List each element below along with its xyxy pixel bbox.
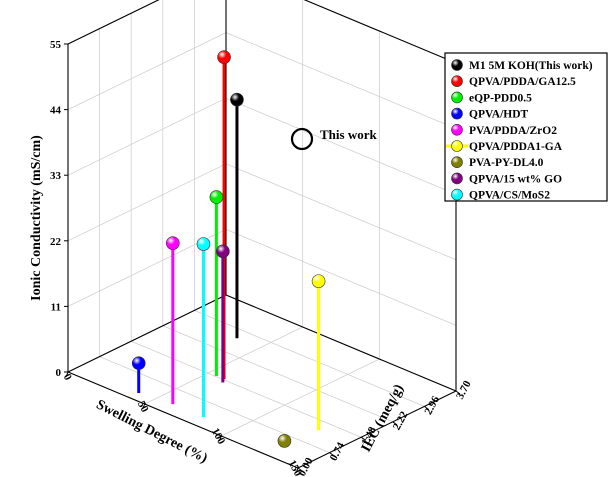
plot-frame	[64, 0, 461, 474]
data-point	[209, 190, 224, 204]
legend-box	[444, 52, 608, 202]
x-tick-mark	[218, 435, 222, 442]
z-tick-label: 55	[50, 39, 62, 51]
z-axis-title: Ionic Conductivity (mS/cm)	[29, 135, 44, 301]
legend-label: QPVA/CS/MoS2	[469, 190, 550, 202]
x-tick-mark	[295, 467, 299, 474]
grid-line-z-left	[67, 97, 227, 176]
grid-line-y-floor	[162, 325, 393, 423]
legend-marker	[451, 172, 463, 185]
left-pane	[68, 0, 226, 372]
data-point	[216, 244, 230, 259]
legend-label: QPVA/HDT	[469, 109, 529, 121]
legend-marker	[451, 188, 463, 201]
data-point	[217, 50, 231, 64]
legend-label: PVA-PY-DL4.0	[469, 157, 544, 169]
data-point	[131, 356, 146, 371]
y-tick-label: 3.70	[454, 378, 474, 401]
legend-marker	[451, 91, 463, 104]
legend-marker	[451, 124, 463, 136]
data-point	[311, 274, 326, 288]
legend-label: PVA/PDDA/ZrO2	[469, 125, 557, 137]
z-tick-label: 11	[51, 301, 61, 313]
annotation-ring	[290, 127, 314, 151]
y-tick-mark	[360, 436, 366, 441]
x-tick-label: 0	[61, 372, 74, 383]
y-tick-mark	[455, 390, 461, 395]
grid-line-z-back	[225, 32, 457, 129]
top-edge	[67, 0, 160, 45]
legend-marker	[451, 140, 463, 152]
grid-line-z-left	[67, 163, 227, 242]
legend-marker	[451, 75, 463, 87]
legend: M1 5M KOH(This work) QPVA/PDDA/GA12.5 eQP-…	[444, 52, 608, 202]
data-marks	[131, 50, 326, 448]
legend-marker	[451, 156, 463, 168]
grid-line-x-floor	[221, 358, 380, 437]
data-point	[166, 236, 180, 250]
grid-line-y-floor	[131, 340, 362, 438]
annotation-group: This work	[290, 127, 377, 151]
legend-marker	[451, 107, 463, 120]
legend-marker	[451, 59, 463, 71]
grid-line-z-back	[225, 163, 457, 261]
floor-edge	[67, 294, 227, 373]
legend-label: QPVA/15 wt% GO	[469, 173, 562, 185]
x-axis-line	[67, 371, 299, 469]
legend-label: QPVA/PDDA1-GA	[469, 141, 563, 153]
z-tick-label: 0	[56, 367, 62, 379]
data-point	[196, 237, 211, 251]
annotation-text: This work	[320, 127, 377, 142]
grid-line-z-back	[225, 97, 457, 195]
back-pane	[226, 0, 456, 391]
x-tick-mark	[65, 371, 69, 378]
y-tick-mark	[392, 421, 398, 426]
grid-line-z-left	[67, 32, 227, 110]
top-edge	[303, 0, 457, 64]
y-tick-mark	[329, 452, 334, 457]
z-tick-label: 22	[50, 236, 62, 248]
x-tick-mark	[142, 403, 146, 410]
legend-label: eQP-PDD0.5	[469, 92, 532, 104]
floor-pane	[68, 295, 456, 468]
y-tick-mark	[297, 467, 303, 472]
data-point	[277, 434, 292, 448]
data-point	[230, 92, 244, 107]
y-axis-line	[297, 390, 457, 469]
grid-line-z-back	[225, 229, 457, 326]
floor-edge	[225, 294, 457, 392]
z-tick-label: 44	[50, 105, 62, 117]
z-tick-label: 33	[50, 170, 62, 182]
y-tick-mark	[424, 405, 429, 410]
legend-label: QPVA/PDDA/GA12.5	[469, 76, 576, 88]
x-tick-label: 150	[286, 458, 305, 477]
legend-label: M1 5M KOH(This work)	[469, 60, 593, 72]
grid-line-y-floor	[194, 310, 425, 407]
plot-panes	[68, 0, 456, 468]
